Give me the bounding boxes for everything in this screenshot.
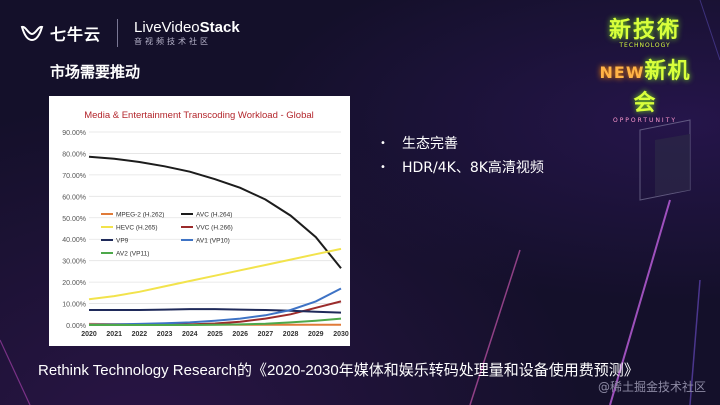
- x-tick-label: 2027: [258, 331, 274, 338]
- legend-label: AVC (H.264): [196, 212, 232, 219]
- y-tick-label: 30.00%: [62, 259, 86, 266]
- bullet-dot: •: [380, 137, 386, 149]
- livevideostack-subtitle: 音视频技术社区: [134, 37, 212, 46]
- y-tick-label: 20.00%: [62, 280, 86, 287]
- slide-title: 市场需要推动: [50, 63, 141, 81]
- chart-card: Media & Entertainment Transcoding Worklo…: [49, 96, 350, 346]
- x-tick-label: 2020: [81, 331, 97, 338]
- bullet-item: • HDR/4K、8K高清视频: [380, 157, 544, 177]
- source-caption: Rethink Technology Research的《2020-2030年媒…: [38, 362, 639, 379]
- legend-label: MPEG-2 (H.262): [116, 212, 164, 219]
- x-tick-label: 2021: [106, 331, 122, 338]
- livevideostack-logo: LiveVideoStack 音视频技术社区: [134, 20, 240, 46]
- x-tick-label: 2024: [182, 331, 198, 338]
- workload-chart: Media & Entertainment Transcoding Worklo…: [62, 110, 349, 338]
- watermark: @稀土掘金技术社区: [597, 380, 706, 394]
- brand-bar: 七牛云 LiveVideoStack 音视频技术社区: [20, 18, 240, 48]
- y-tick-label: 0.00%: [66, 323, 86, 330]
- bullet-list: • 生态完善 • HDR/4K、8K高清视频: [380, 133, 544, 181]
- qiniu-cloud-icon: [20, 25, 44, 42]
- brand-divider: [117, 19, 119, 47]
- x-tick-label: 2026: [232, 331, 248, 338]
- y-tick-label: 90.00%: [62, 130, 86, 137]
- y-tick-label: 70.00%: [62, 173, 86, 180]
- badge-line2: 新机会: [633, 59, 691, 116]
- legend-label: AV1 (VP10): [196, 238, 230, 245]
- series-line: [89, 308, 342, 314]
- badge-tag-technology: TECHNOLOGY: [619, 42, 671, 49]
- bullet-item: • 生态完善: [380, 133, 544, 153]
- y-tick-label: 10.00%: [62, 302, 86, 309]
- x-tick-label: 2023: [157, 331, 173, 338]
- y-tick-label: 40.00%: [62, 237, 86, 244]
- qiniu-logo-text: 七牛云: [50, 25, 102, 44]
- x-tick-label: 2025: [207, 331, 223, 338]
- badge-line1: 新技術: [608, 18, 681, 43]
- legend-label: VP9: [116, 238, 129, 245]
- y-tick-label: 60.00%: [62, 194, 86, 201]
- bullet-text: 生态完善: [402, 136, 458, 152]
- series-line: [88, 155, 342, 269]
- bullet-dot: •: [380, 161, 386, 173]
- bullet-text: HDR/4K、8K高清视频: [402, 160, 544, 176]
- badge-line2-wrap: NEW新机会: [590, 53, 700, 117]
- legend-label: HEVC (H.265): [116, 225, 158, 232]
- badge-new: NEW: [599, 63, 645, 82]
- y-tick-label: 80.00%: [62, 151, 86, 158]
- x-tick-label: 2029: [308, 331, 324, 338]
- x-tick-label: 2030: [333, 331, 349, 338]
- legend-label: VVC (H.266): [196, 225, 233, 232]
- livevideostack-title: LiveVideoStack: [134, 19, 240, 36]
- x-tick-label: 2028: [283, 331, 299, 338]
- chart-title: Media & Entertainment Transcoding Worklo…: [84, 110, 314, 121]
- series-line: [88, 247, 342, 301]
- badge-tag-opportunity: OPPORTUNITY: [612, 117, 678, 124]
- qiniu-logo: 七牛云: [20, 21, 101, 45]
- series-line: [89, 317, 342, 326]
- y-tick-label: 50.00%: [62, 216, 86, 223]
- event-badge: 新技術 TECHNOLOGY NEW新机会 OPPORTUNITY: [590, 12, 700, 124]
- x-tick-label: 2022: [132, 331, 148, 338]
- legend-label: AV2 (VP11): [116, 251, 149, 258]
